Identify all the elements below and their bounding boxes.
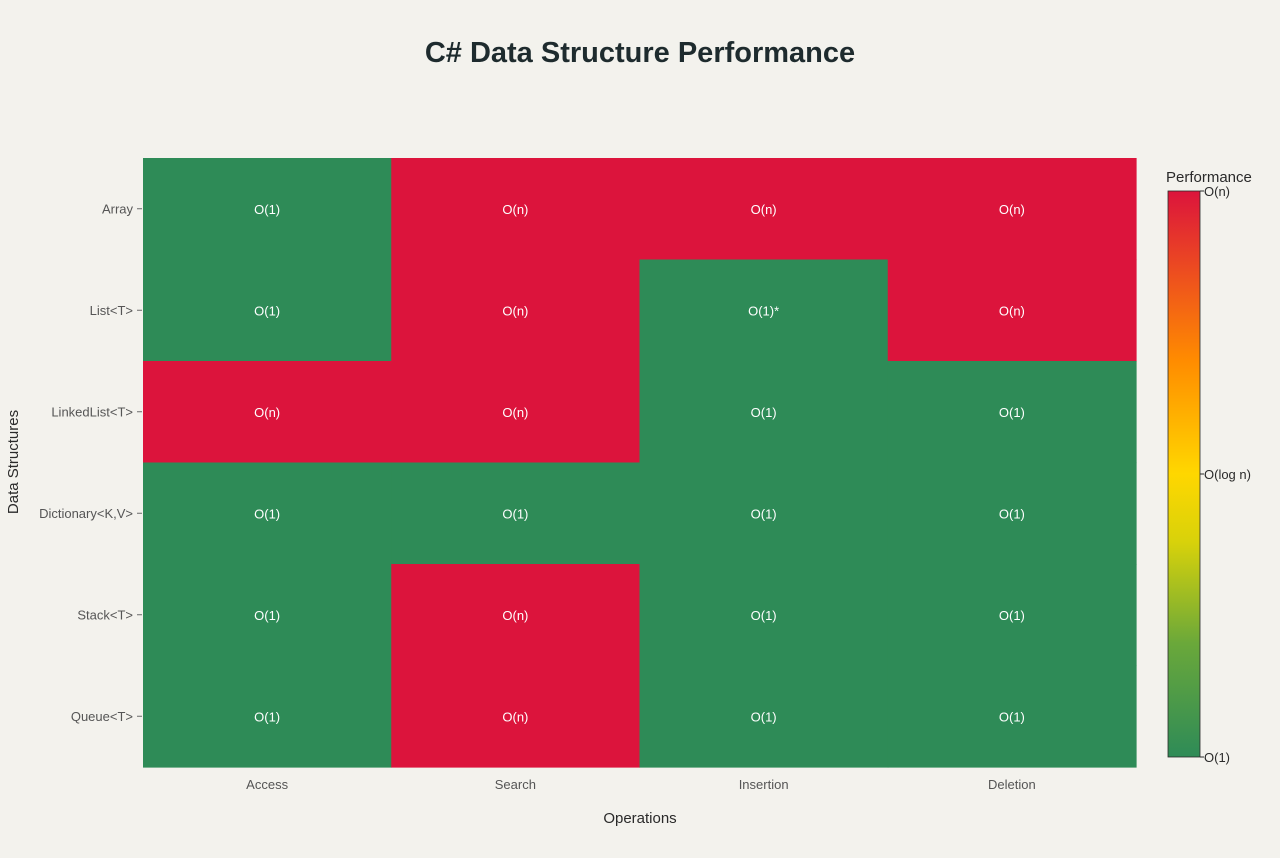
heatmap-cell (639, 158, 889, 261)
cell-value-label: O(1) (751, 709, 777, 724)
x-axis-ticks: Access Search Insertion Deletion (246, 777, 1036, 792)
cell-value-label: O(n) (502, 303, 528, 318)
y-tick-label: LinkedList<T> (51, 404, 133, 419)
colorbar-title: Performance (1166, 169, 1252, 186)
heatmap-cell (887, 665, 1137, 768)
x-tick-label: Insertion (739, 777, 789, 792)
cell-value-label: O(1) (751, 405, 777, 420)
heatmap-cell (887, 564, 1137, 667)
colorbar-gradient (1167, 190, 1201, 758)
heatmap-cell (143, 665, 392, 768)
cell-value-label: O(n) (502, 709, 528, 724)
colorbar-tick-label: O(log n) (1204, 467, 1251, 482)
x-tick-label: Search (495, 777, 536, 792)
heatmap-cell (391, 665, 641, 768)
chart-title: C# Data Structure Performance (425, 37, 855, 69)
colorbar-ticks: O(n) O(log n) O(1) (1200, 184, 1251, 765)
heatmap-cell (639, 259, 889, 362)
heatmap-cell (143, 259, 392, 362)
heatmap-cell (639, 361, 889, 464)
cell-value-label: O(1) (999, 506, 1025, 521)
x-tick-label: Access (246, 777, 288, 792)
heatmap-cell-labels: O(1) O(n) O(n) O(n) O(1) O(n) O(1)* O(n) O(n) O(n… (254, 202, 1025, 725)
colorbar-tick-label: O(n) (1204, 184, 1230, 199)
cell-value-label: O(1) (254, 202, 280, 217)
x-tick-label: Deletion (988, 777, 1036, 792)
cell-value-label: O(n) (751, 202, 777, 217)
y-tick-label: Array (102, 201, 134, 216)
heatmap-cell (887, 361, 1137, 464)
cell-value-label: O(1) (254, 303, 280, 318)
colorbar-tick-label: O(1) (1204, 750, 1230, 765)
heatmap-cell (143, 361, 392, 464)
heatmap-cell (391, 259, 641, 362)
cell-value-label: O(n) (502, 405, 528, 420)
cell-value-label: O(1) (254, 709, 280, 724)
cell-value-label: O(1) (999, 405, 1025, 420)
cell-value-label: O(1) (751, 608, 777, 623)
cell-value-label: O(1) (999, 709, 1025, 724)
y-tick-label: Stack<T> (77, 607, 133, 622)
colorbar: Performance O(n) O(log n) O(1) (1166, 169, 1252, 765)
heatmap-cell (639, 564, 889, 667)
y-axis-ticks: Array List<T> LinkedList<T> Dictionary<K,V>… (39, 201, 142, 724)
heatmap-cell (143, 564, 392, 667)
heatmap-cell (391, 361, 641, 464)
cell-value-label: O(1) (751, 506, 777, 521)
heatmap-cell (143, 158, 392, 261)
heatmap-cell (887, 462, 1137, 565)
cell-value-label: O(1)* (748, 303, 779, 318)
heatmap-cell (887, 158, 1137, 261)
heatmap-cell (391, 158, 641, 261)
y-tick-label: Queue<T> (71, 709, 133, 724)
cell-value-label: O(n) (999, 202, 1025, 217)
cell-value-label: O(1) (254, 506, 280, 521)
cell-value-label: O(n) (254, 405, 280, 420)
cell-value-label: O(1) (502, 506, 528, 521)
cell-value-label: O(1) (999, 608, 1025, 623)
heatmap-cell (391, 564, 641, 667)
cell-value-label: O(n) (502, 608, 528, 623)
cell-value-label: O(n) (502, 202, 528, 217)
cell-value-label: O(1) (254, 608, 280, 623)
x-axis-label: Operations (603, 810, 676, 827)
heatmap-cell (391, 462, 641, 565)
y-tick-label: Dictionary<K,V> (39, 506, 133, 521)
cell-value-label: O(n) (999, 303, 1025, 318)
y-tick-label: List<T> (90, 303, 133, 318)
heatmap-cell (639, 462, 889, 565)
heatmap-cell (143, 462, 392, 565)
heatmap-cell (887, 259, 1137, 362)
y-axis-label: Data Structures (5, 410, 22, 514)
heatmap-cell (639, 665, 889, 768)
heatmap-cells (143, 158, 1137, 768)
